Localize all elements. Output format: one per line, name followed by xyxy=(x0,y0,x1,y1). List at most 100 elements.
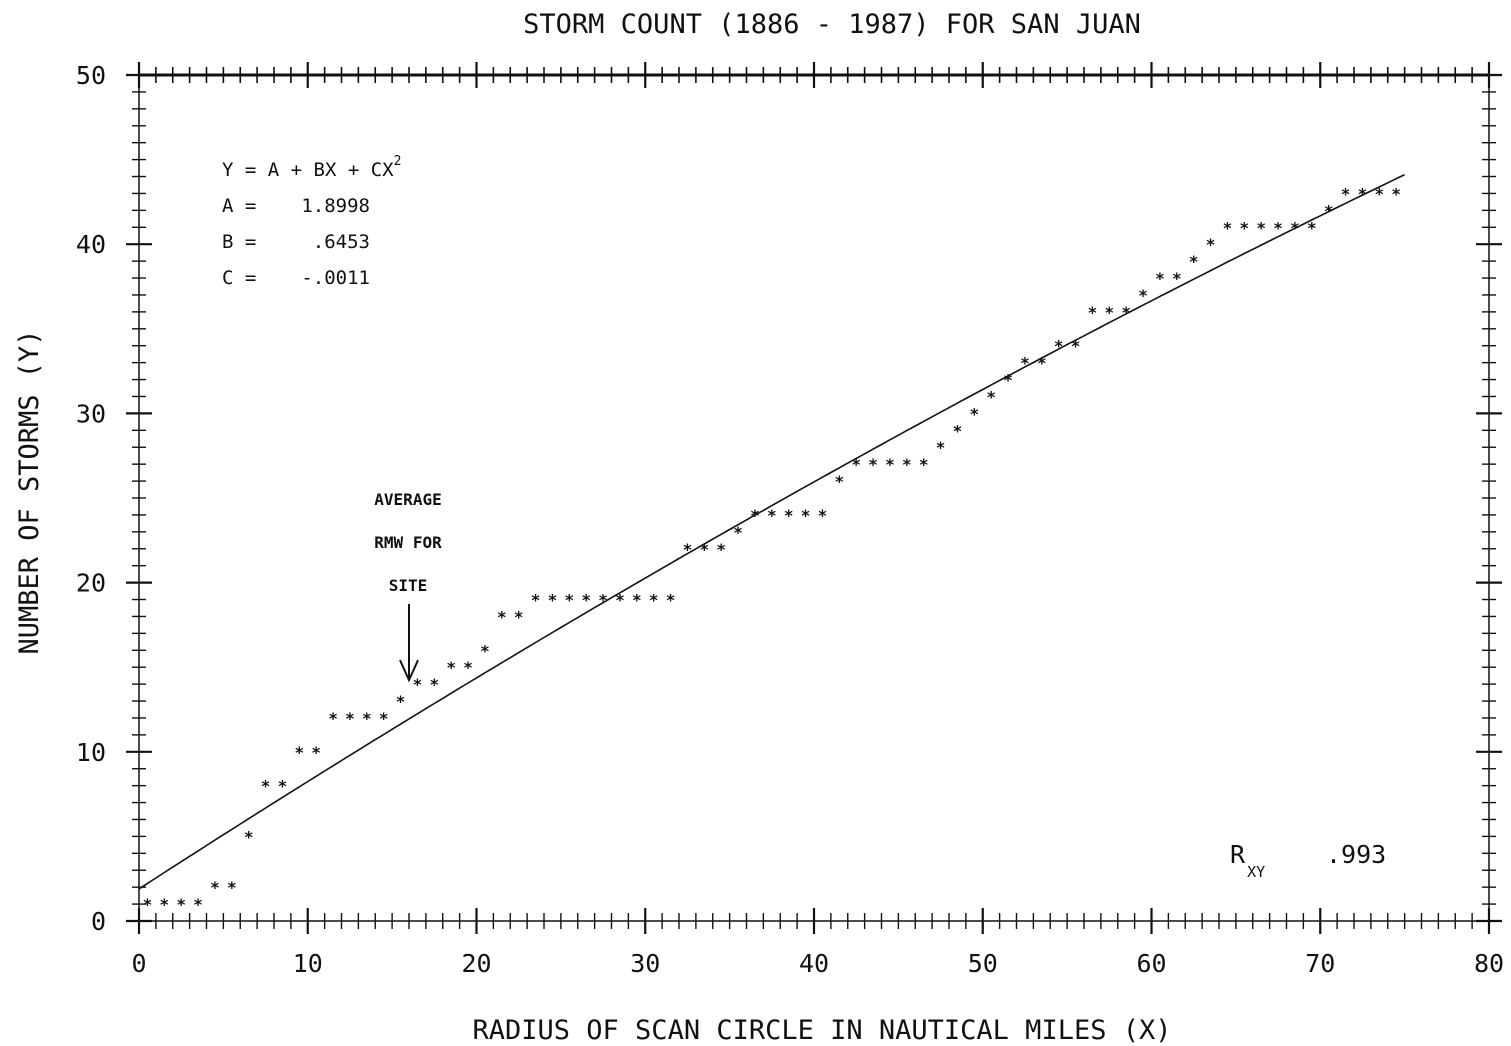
data-point: * xyxy=(1223,218,1233,237)
equation-exponent: 2 xyxy=(394,154,402,169)
data-point: * xyxy=(311,743,321,762)
data-point: * xyxy=(1071,337,1081,356)
data-point: * xyxy=(294,743,304,762)
data-point: * xyxy=(1290,218,1300,237)
data-point: * xyxy=(1189,252,1199,271)
data-point: * xyxy=(953,421,963,440)
data-point: * xyxy=(1138,286,1148,305)
data-point: * xyxy=(446,658,456,677)
annotation-line-3: SITE xyxy=(389,576,428,595)
data-point: * xyxy=(362,709,372,728)
coef-b-label: B = xyxy=(222,231,256,253)
data-point: * xyxy=(1104,303,1114,322)
data-point: * xyxy=(1088,303,1098,322)
x-tick-labels: 0 10 20 30 40 50 60 70 80 xyxy=(131,949,1504,978)
equation-box: Y = A + BX + CX2 A = 1.8998 B = .6453 C … xyxy=(222,154,401,289)
x-tick-label: 10 xyxy=(293,949,323,978)
data-point: * xyxy=(902,455,912,474)
data-point: * xyxy=(1239,218,1249,237)
data-point: * xyxy=(328,709,338,728)
data-point: * xyxy=(784,506,794,525)
x-tick-label: 40 xyxy=(799,949,829,978)
annotation-arrow-head xyxy=(399,659,419,683)
data-point: * xyxy=(1003,371,1013,390)
data-point: * xyxy=(429,675,439,694)
y-tick-label: 50 xyxy=(76,61,106,90)
data-point: * xyxy=(396,692,406,711)
coef-a-value: 1.8998 xyxy=(301,195,370,217)
data-point: * xyxy=(413,675,423,694)
data-point: * xyxy=(548,591,558,610)
svg-text:RXY: RXY xyxy=(1230,840,1265,881)
data-point: * xyxy=(210,878,220,897)
x-tick-label: 80 xyxy=(1474,949,1504,978)
data-point: * xyxy=(1206,235,1216,254)
chart-title: STORM COUNT (1886 - 1987) FOR SAN JUAN xyxy=(523,9,1141,40)
coef-b-value: .6453 xyxy=(313,231,370,253)
data-point: * xyxy=(1273,218,1283,237)
data-point: * xyxy=(143,895,153,914)
data-points: * * * * * * * * * * * * * * * * * * * * * * * * * * * * * * * * * * * * * * * *… xyxy=(143,184,1401,914)
data-point: * xyxy=(699,540,709,559)
data-point: * xyxy=(176,895,186,914)
data-point: * xyxy=(615,591,625,610)
data-point: * xyxy=(463,658,473,677)
data-point: * xyxy=(851,455,861,474)
y-tick-label: 30 xyxy=(76,399,106,428)
data-point: * xyxy=(379,709,389,728)
y-tick-label: 10 xyxy=(76,738,106,767)
x-tick-label: 0 xyxy=(131,949,146,978)
x-tick-label: 50 xyxy=(968,949,998,978)
equation-text: Y = A + BX + CX xyxy=(222,159,394,181)
x-tick-label: 70 xyxy=(1305,949,1335,978)
x-axis-label: RADIUS OF SCAN CIRCLE IN NAUTICAL MILES … xyxy=(473,1015,1172,1046)
data-point: * xyxy=(1256,218,1266,237)
data-point: * xyxy=(1307,218,1317,237)
data-point: * xyxy=(564,591,574,610)
y-tick-label: 0 xyxy=(91,907,106,936)
fit-curve xyxy=(138,173,1405,890)
coef-c-value: -.0011 xyxy=(301,267,370,289)
data-point: * xyxy=(1324,201,1334,220)
data-point: * xyxy=(818,506,828,525)
data-point: * xyxy=(969,404,979,423)
x-tick-label: 60 xyxy=(1136,949,1166,978)
data-point: * xyxy=(649,591,659,610)
coef-a-label: A = xyxy=(222,195,256,217)
coef-c-label: C = xyxy=(222,267,256,289)
y-tick-label: 20 xyxy=(76,569,106,598)
data-point: * xyxy=(1020,354,1030,373)
data-point: * xyxy=(834,472,844,491)
rmw-annotation: AVERAGE RMW FOR SITE xyxy=(374,490,442,683)
data-point: * xyxy=(716,540,726,559)
data-point: * xyxy=(244,827,254,846)
data-point: * xyxy=(919,455,929,474)
correlation-box: RXY .993 xyxy=(1230,840,1386,881)
data-point: * xyxy=(1121,303,1131,322)
data-point: * xyxy=(1391,184,1401,203)
correlation-value: .993 xyxy=(1326,840,1386,869)
y-tick-labels: 0 10 20 30 40 50 xyxy=(76,61,106,936)
data-point: * xyxy=(767,506,777,525)
data-point: * xyxy=(868,455,878,474)
data-point: * xyxy=(666,591,676,610)
data-point: * xyxy=(1341,184,1351,203)
data-point: * xyxy=(261,777,271,796)
data-point: * xyxy=(1358,184,1368,203)
data-point: * xyxy=(159,895,169,914)
data-point: * xyxy=(598,591,608,610)
data-point: * xyxy=(193,895,203,914)
data-point: * xyxy=(514,607,524,626)
data-point: * xyxy=(1037,354,1047,373)
data-point: * xyxy=(531,591,541,610)
data-point: * xyxy=(227,878,237,897)
data-point: * xyxy=(801,506,811,525)
correlation-label: R xyxy=(1230,840,1246,869)
x-tick-label: 20 xyxy=(461,949,491,978)
data-point: * xyxy=(885,455,895,474)
data-point: * xyxy=(1155,269,1165,288)
data-point: * xyxy=(581,591,591,610)
data-point: * xyxy=(632,591,642,610)
data-point: * xyxy=(750,506,760,525)
